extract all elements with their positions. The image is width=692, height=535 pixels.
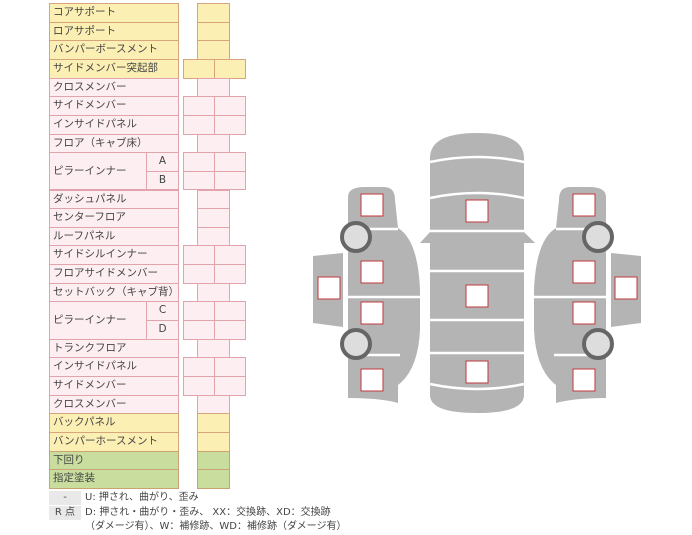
mark-boxes [317, 193, 638, 392]
legend-r: R 点 D: 押され・曲がり・歪み、 XX：交換跡、XD：交換跡 （ダメージ有）、… [49, 506, 346, 534]
part-label: サイドメンバー [49, 96, 179, 116]
part-label: ピラーインナー [49, 152, 147, 191]
left-rear-wheel-icon [340, 328, 372, 360]
right-rear-wheel-icon [582, 328, 614, 360]
mark-cell-right[interactable] [214, 320, 246, 340]
part-label: バックパネル [49, 413, 179, 433]
legend-r-text-1: D: 押され・曲がり・歪み、 XX：交換跡、XD：交換跡 [85, 507, 331, 518]
center-body-shape [420, 133, 535, 413]
part-label: クロスメンバー [49, 77, 179, 98]
part-label: バンパーボースメント [49, 40, 179, 60]
mark-box-left-front[interactable] [360, 193, 384, 217]
legend-r-key: R 点 [49, 506, 81, 520]
part-label: フロア（キャブ床） [49, 133, 179, 154]
mark-cell-right[interactable] [214, 58, 246, 79]
center-panel-separators [428, 155, 526, 391]
part-label: 指定塗装 [49, 469, 179, 489]
mark-cell[interactable] [197, 469, 230, 489]
wheels [340, 221, 614, 360]
legend-dash-text: U: 押され、曲がり、歪み [85, 492, 199, 503]
legend-dash-key: - [49, 491, 81, 505]
legend-dash: - U: 押され、曲がり、歪み [49, 491, 199, 505]
mark-box-left-side-panel[interactable] [317, 276, 341, 300]
mark-box-right-front[interactable] [572, 193, 596, 217]
mark-box-left-rear[interactable] [360, 368, 384, 392]
mark-cell-right[interactable] [214, 170, 246, 191]
mark-box-right-rear-door[interactable] [572, 301, 596, 325]
part-label: インサイドパネル [49, 114, 179, 135]
mark-box-roof-center[interactable] [465, 284, 489, 308]
mark-cell-right[interactable] [214, 114, 246, 135]
part-label: ピラーインナー [49, 301, 147, 340]
mark-box-left-front-door[interactable] [360, 260, 384, 284]
right-front-wheel-icon [582, 221, 614, 253]
part-label: クロスメンバー [49, 394, 179, 415]
part-sub-label: A [146, 152, 179, 172]
legend-r-text-2: （ダメージ有）、W：補修跡、WD：補修跡（ダメージ有） [85, 521, 347, 532]
mark-box-left-rear-door[interactable] [360, 301, 384, 325]
part-label: フロアサイドメンバー [49, 264, 179, 284]
mark-box-right-rear[interactable] [572, 368, 596, 392]
left-front-wheel-icon [340, 221, 372, 253]
mark-box-roof-rear[interactable] [465, 360, 489, 384]
mark-box-right-front-door[interactable] [572, 260, 596, 284]
mark-cell-right[interactable] [214, 376, 246, 396]
center-body-top-view [420, 133, 535, 413]
part-label: サイドメンバー突起部 [49, 58, 179, 79]
part-sub-label: C [146, 301, 179, 322]
part-label: サイドシルインナー [49, 245, 179, 266]
mark-cell-right[interactable] [214, 264, 246, 284]
mark-box-right-side-panel[interactable] [614, 276, 638, 300]
part-label: センターフロア [49, 208, 179, 228]
mark-box-roof-front[interactable] [465, 199, 489, 223]
part-label: バンパーホースメント [49, 431, 179, 452]
